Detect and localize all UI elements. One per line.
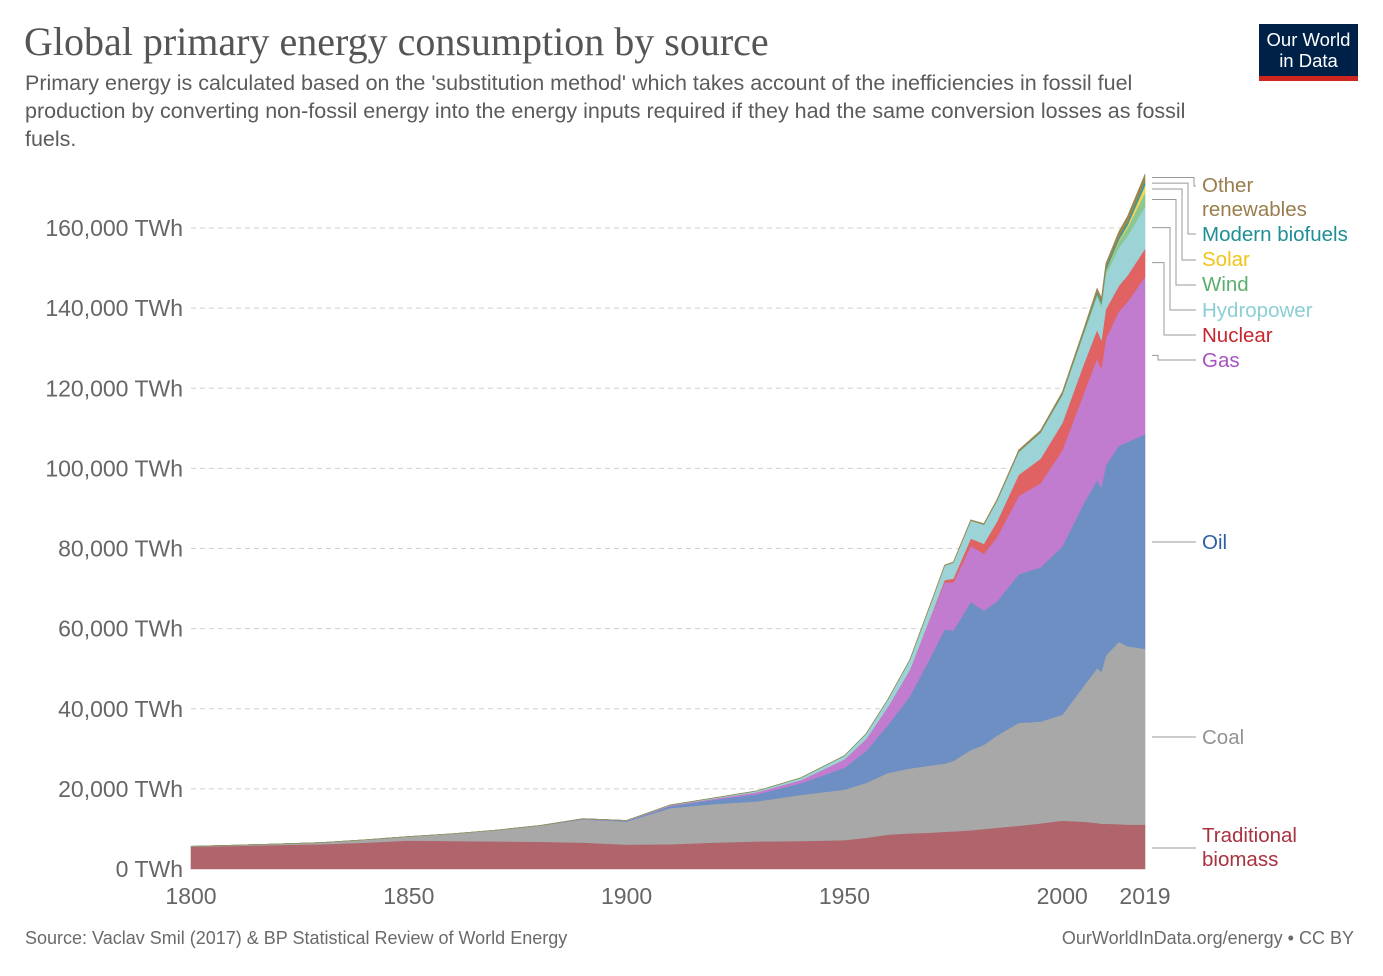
legend-traditional-biomass-1[interactable]: Traditional — [1202, 824, 1297, 847]
x-tick-label: 1800 — [165, 883, 216, 909]
chart-subtitle: Primary energy is calculated based on th… — [25, 71, 1186, 151]
area-other-renewables[interactable] — [190, 173, 1146, 847]
legend-leader-line — [1152, 182, 1196, 235]
owid-logo[interactable]: Our World in Data — [1259, 24, 1358, 81]
y-tick-label: 40,000 TWh — [58, 696, 183, 722]
legend-leaders — [1152, 177, 1196, 849]
areas — [190, 173, 1146, 870]
legend-modern-biofuels[interactable]: Modern biofuels — [1202, 223, 1348, 246]
logo-line-1: Our World — [1266, 29, 1351, 50]
legend-oil[interactable]: Oil — [1202, 531, 1227, 554]
logo-line-2: in Data — [1279, 50, 1338, 71]
chart-title: Global primary energy consumption by sou… — [24, 19, 769, 64]
y-tick-label: 140,000 TWh — [45, 295, 183, 321]
legend-nuclear[interactable]: Nuclear — [1202, 324, 1273, 347]
legend-solar[interactable]: Solar — [1202, 248, 1250, 271]
x-tick-label: 2019 — [1119, 883, 1170, 909]
x-tick-label: 1850 — [383, 883, 434, 909]
legend-hydropower[interactable]: Hydropower — [1202, 299, 1313, 322]
x-tick-label: 1900 — [601, 883, 652, 909]
x-tick-label: 2000 — [1037, 883, 1088, 909]
legend-leader-line — [1152, 227, 1196, 311]
y-tick-label: 80,000 TWh — [58, 536, 183, 562]
legend-coal[interactable]: Coal — [1202, 726, 1244, 749]
legend-leader-line — [1152, 177, 1196, 187]
y-tick-label: 60,000 TWh — [58, 616, 183, 642]
legend: Other renewables Modern biofuels Solar W… — [1202, 174, 1348, 871]
legend-other-renewables-1[interactable]: Other — [1202, 174, 1253, 197]
legend-other-renewables-2[interactable]: renewables — [1202, 198, 1307, 221]
legend-traditional-biomass-2[interactable]: biomass — [1202, 848, 1278, 871]
y-tick-label: 20,000 TWh — [58, 776, 183, 802]
legend-leader-line — [1152, 199, 1196, 286]
y-axis: 0 TWh 20,000 TWh 40,000 TWh 60,000 TWh 80,00… — [45, 215, 183, 882]
x-tick-label: 1950 — [819, 883, 870, 909]
legend-gas[interactable]: Gas — [1202, 349, 1240, 372]
credit-link[interactable]: OurWorldInData.org/energy • CC BY — [1061, 928, 1354, 948]
y-tick-label: 120,000 TWh — [45, 375, 183, 401]
source-note: Source: Vaclav Smil (2017) & BP Statisti… — [25, 928, 568, 948]
legend-wind[interactable]: Wind — [1202, 273, 1249, 296]
y-tick-label: 0 TWh — [116, 856, 183, 882]
legend-leader-line — [1152, 188, 1196, 261]
y-tick-label: 160,000 TWh — [45, 215, 183, 241]
x-axis: 1800 1850 1900 1950 2000 2019 — [165, 883, 1170, 909]
legend-leader-line — [1152, 262, 1196, 336]
y-tick-label: 100,000 TWh — [45, 455, 183, 481]
legend-leader-line — [1152, 354, 1196, 361]
